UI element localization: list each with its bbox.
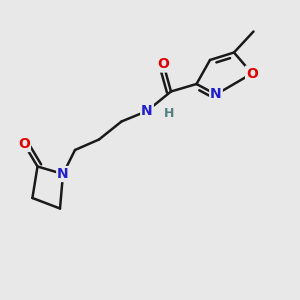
Text: O: O (18, 137, 30, 151)
Text: N: N (141, 104, 153, 118)
Text: H: H (164, 107, 174, 120)
Text: O: O (158, 58, 169, 71)
Text: N: N (210, 88, 222, 101)
Text: N: N (57, 167, 69, 181)
Text: O: O (246, 67, 258, 80)
